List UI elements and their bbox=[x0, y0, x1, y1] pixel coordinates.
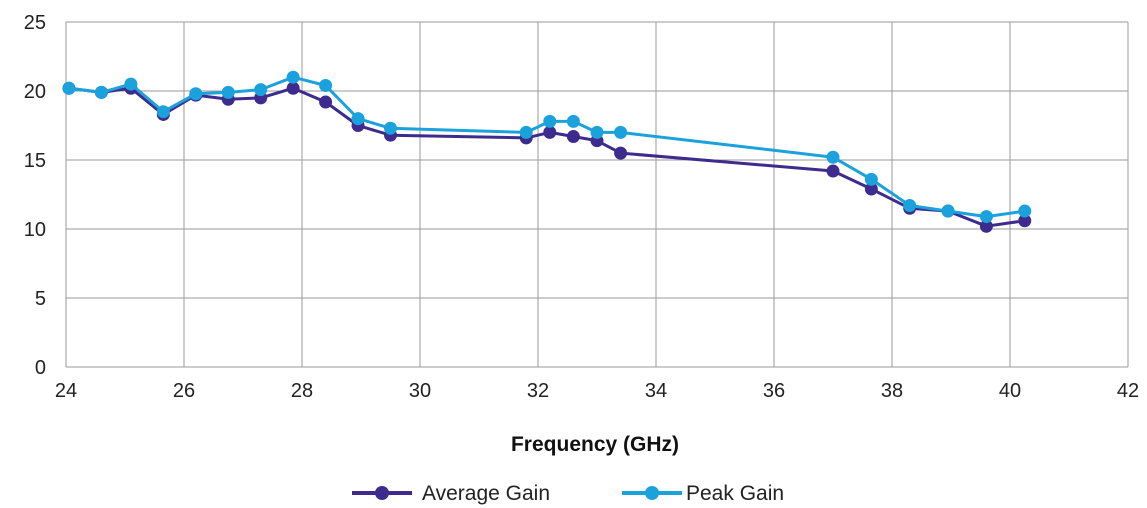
legend-item: Average Gain bbox=[352, 482, 550, 505]
x-tick-label: 30 bbox=[409, 380, 431, 402]
series-layer bbox=[62, 70, 1032, 233]
data-point bbox=[566, 114, 580, 128]
data-point bbox=[221, 85, 235, 99]
data-point bbox=[62, 81, 76, 95]
data-point bbox=[543, 125, 557, 139]
x-axis-title: Frequency (GHz) bbox=[511, 433, 679, 456]
y-tick-label: 20 bbox=[24, 81, 46, 103]
x-tick-label: 28 bbox=[291, 380, 313, 402]
x-tick-label: 42 bbox=[1117, 380, 1139, 402]
data-point bbox=[543, 114, 557, 128]
data-point bbox=[826, 150, 840, 164]
data-point bbox=[979, 219, 993, 233]
data-point bbox=[519, 125, 533, 139]
data-point bbox=[1018, 204, 1032, 218]
data-point bbox=[319, 78, 333, 92]
data-point bbox=[1018, 214, 1032, 228]
data-point bbox=[189, 87, 203, 101]
data-point bbox=[864, 172, 878, 186]
y-tick-label: 15 bbox=[24, 150, 46, 172]
legend-item: Peak Gain bbox=[622, 482, 784, 505]
y-tick-label: 10 bbox=[24, 219, 46, 241]
data-point bbox=[941, 204, 955, 218]
data-point bbox=[614, 125, 628, 139]
tick-labels: 24 26 28 30 32 34 36 38 40 42 0 5 10 15 20 25 bbox=[24, 12, 1139, 402]
x-tick-label: 40 bbox=[999, 380, 1021, 402]
data-point bbox=[590, 125, 604, 139]
data-point bbox=[903, 199, 917, 213]
grid bbox=[65, 21, 1129, 368]
y-tick-label: 25 bbox=[24, 12, 46, 34]
data-point bbox=[351, 112, 365, 126]
data-point bbox=[566, 130, 580, 144]
data-point bbox=[319, 95, 333, 109]
data-point bbox=[826, 164, 840, 178]
x-tick-label: 38 bbox=[881, 380, 903, 402]
data-point bbox=[286, 70, 300, 84]
data-point bbox=[384, 121, 397, 135]
data-point bbox=[94, 85, 108, 99]
legend-swatch-marker bbox=[645, 486, 659, 500]
series-peak-gain bbox=[62, 70, 1032, 224]
y-tick-label: 0 bbox=[35, 357, 46, 379]
legend: Average Gain Peak Gain bbox=[352, 482, 784, 505]
data-point bbox=[286, 81, 300, 95]
legend-label: Average Gain bbox=[422, 482, 550, 505]
series-line bbox=[68, 86, 1026, 228]
x-tick-label: 26 bbox=[173, 380, 195, 402]
x-tick-label: 24 bbox=[55, 380, 77, 402]
legend-label: Peak Gain bbox=[686, 482, 784, 505]
data-point bbox=[156, 105, 170, 119]
x-tick-label: 34 bbox=[645, 380, 667, 402]
data-point bbox=[254, 83, 268, 97]
x-tick-label: 36 bbox=[763, 380, 785, 402]
series-average-gain bbox=[62, 81, 1032, 233]
series-line bbox=[68, 75, 1026, 219]
data-point bbox=[864, 182, 878, 196]
data-point bbox=[614, 146, 628, 160]
data-point bbox=[124, 77, 138, 91]
data-point bbox=[979, 210, 993, 224]
legend-swatch-marker bbox=[375, 486, 389, 500]
x-tick-label: 32 bbox=[527, 380, 549, 402]
y-tick-label: 5 bbox=[35, 288, 46, 310]
